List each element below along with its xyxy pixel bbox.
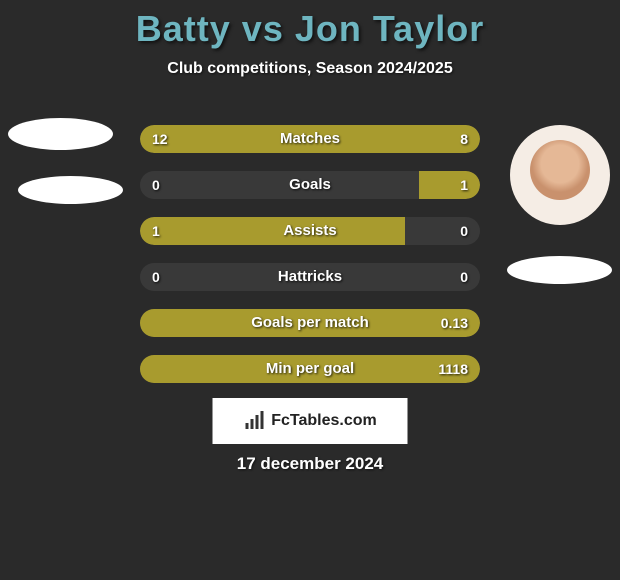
comparison-subtitle: Club competitions, Season 2024/2025 [0,60,620,78]
stat-label: Goals per match [140,309,480,337]
stat-label: Assists [140,217,480,245]
stat-value-left: 0 [152,263,160,291]
stat-row: Goals0 1 [140,171,480,199]
date-text: 17 december 2024 [0,454,620,474]
player-left-badge-top [8,118,113,150]
stat-value-left: 1 [152,217,160,245]
stat-value-right: 8 [460,125,468,153]
stat-label: Goals [140,171,480,199]
stat-label: Matches [140,125,480,153]
stat-row: Hattricks0 0 [140,263,480,291]
stat-label: Min per goal [140,355,480,383]
player-right-avatar [510,125,610,225]
stats-container: Matches128Goals01Assists10Hattricks00Goa… [140,125,480,401]
stat-value-right: 0 [460,263,468,291]
comparison-title: Batty vs Jon Taylor [0,0,620,50]
stat-row: Goals per match0.13 [140,309,480,337]
brand-badge: FcTables.com [213,398,408,444]
stat-value-right: 1118 [438,355,468,383]
player-right-badge [507,256,612,284]
stat-label: Hattricks [140,263,480,291]
stat-value-left: 12 [152,125,168,153]
brand-text: FcTables.com [271,412,377,430]
stat-value-right: 1 [460,171,468,199]
stat-value-right: 0.13 [441,309,468,337]
brand-icon [243,411,265,431]
stat-value-left: 0 [152,171,160,199]
stat-row: Assists1 0 [140,217,480,245]
stat-row: Matches12 8 [140,125,480,153]
stat-row: Min per goal1118 [140,355,480,383]
stat-value-right: 0 [460,217,468,245]
player-left-badge-bot [18,176,123,204]
